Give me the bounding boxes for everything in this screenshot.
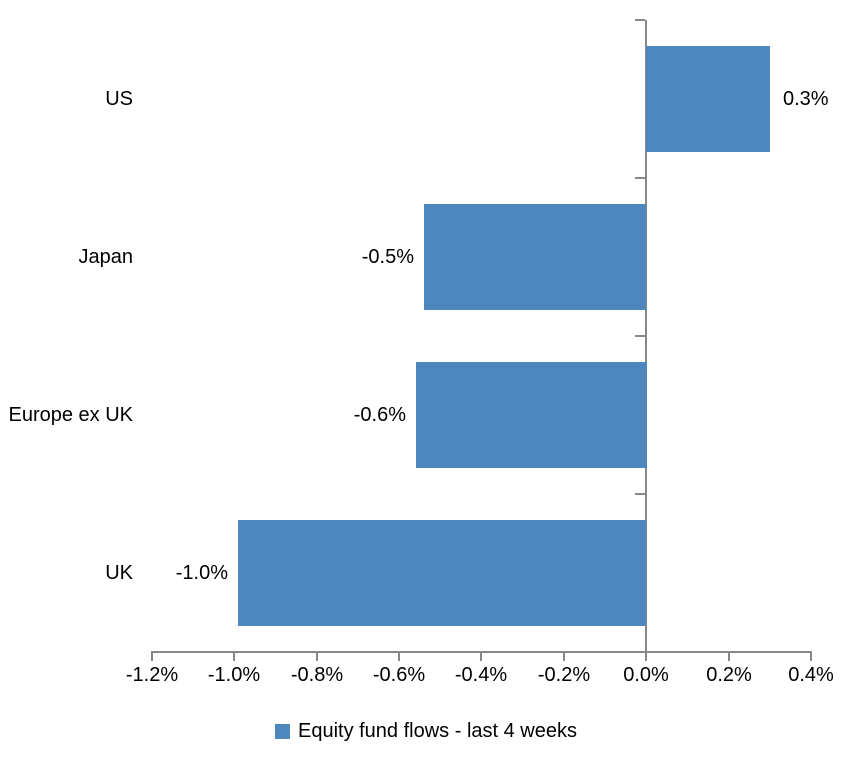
y-axis-tick (635, 177, 645, 179)
bar-japan (424, 204, 646, 310)
category-label-europe-ex-uk: Europe ex UK (8, 404, 133, 426)
x-tick-label: -0.2% (537, 664, 591, 686)
legend-label: Equity fund flows - last 4 weeks (297, 720, 577, 742)
data-label-us: 0.3% (783, 88, 829, 110)
x-tick-label: -0.4% (454, 664, 508, 686)
x-tick-label: -1.0% (207, 664, 261, 686)
x-tick-label: -1.2% (125, 664, 179, 686)
x-tick-label: -0.6% (372, 664, 426, 686)
x-axis-tick (563, 651, 565, 661)
x-tick-label: 0.2% (706, 664, 752, 686)
category-label-uk: UK (105, 562, 133, 584)
x-axis-tick (810, 651, 812, 661)
data-label-europe-ex-uk: -0.6% (353, 404, 406, 426)
x-tick-label: 0.0% (623, 664, 669, 686)
x-axis-tick (645, 651, 647, 661)
y-axis-tick (635, 335, 645, 337)
bar-us (646, 46, 770, 152)
y-axis-tick (635, 19, 645, 21)
y-axis-tick (635, 493, 645, 495)
y-axis-line (645, 20, 647, 661)
category-label-us: US (105, 88, 133, 110)
x-axis-tick (480, 651, 482, 661)
legend-swatch (274, 723, 290, 739)
category-label-japan: Japan (78, 246, 134, 268)
data-label-uk: -1.0% (175, 562, 228, 584)
legend: Equity fund flows - last 4 weeks (0, 719, 852, 743)
x-tick-label: 0.4% (788, 664, 834, 686)
x-axis-tick (398, 651, 400, 661)
x-axis-tick (316, 651, 318, 661)
bar-europe-ex-uk (416, 362, 647, 468)
x-tick-label: -0.8% (290, 664, 344, 686)
x-axis-tick (233, 651, 235, 661)
bar-uk (238, 520, 646, 626)
x-axis-tick (728, 651, 730, 661)
data-label-japan: -0.5% (361, 246, 414, 268)
x-axis-tick (151, 651, 153, 661)
